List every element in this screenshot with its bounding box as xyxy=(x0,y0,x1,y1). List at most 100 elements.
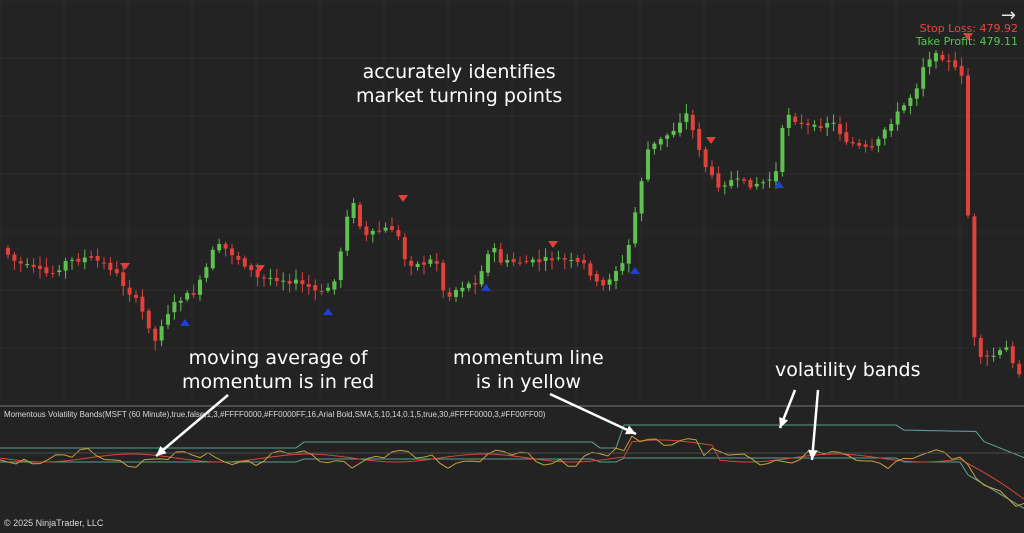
candle-up xyxy=(665,135,670,139)
candle-down xyxy=(358,204,362,227)
candle-up xyxy=(722,185,727,187)
candle-up xyxy=(338,251,343,281)
candle-down xyxy=(978,337,983,357)
candle-up xyxy=(633,212,638,244)
candle-up xyxy=(761,182,766,184)
annotation-turning-points: accurately identifies market turning poi… xyxy=(356,60,562,108)
candle-up xyxy=(351,202,356,219)
candle-down xyxy=(588,263,593,276)
candle-up xyxy=(825,123,830,128)
candle-down xyxy=(441,262,446,291)
candle-up xyxy=(652,143,657,150)
indicator-panel xyxy=(0,424,1024,509)
candle-up xyxy=(876,139,881,146)
candle-up xyxy=(786,114,791,128)
upper-band-line xyxy=(0,424,1024,459)
candle-down xyxy=(844,132,849,143)
candle-up xyxy=(159,326,164,341)
candle-down xyxy=(863,144,868,147)
candle-up xyxy=(1004,347,1009,350)
candle-down xyxy=(575,258,580,262)
turning-points-line-1: accurately identifies xyxy=(362,61,556,83)
candle-down xyxy=(313,285,318,291)
candle-down xyxy=(306,284,311,287)
candle-down xyxy=(550,258,554,261)
candle-up xyxy=(556,257,561,259)
candle-up xyxy=(780,127,785,173)
candle-down xyxy=(748,179,753,188)
candle-up xyxy=(684,113,689,122)
candle-up xyxy=(620,263,625,271)
candle-up xyxy=(428,259,433,264)
candle-up xyxy=(882,129,887,139)
candle-down xyxy=(364,226,369,236)
buy-signal-icon xyxy=(180,319,190,326)
annotation-momentum-line: momentum line is in yellow xyxy=(453,346,604,394)
candle-up xyxy=(998,350,1002,355)
candle-up xyxy=(678,122,682,133)
candle-up xyxy=(172,302,177,313)
candle-down xyxy=(793,116,798,122)
candle-up xyxy=(492,247,497,253)
candle-down xyxy=(140,296,145,312)
candle-down xyxy=(319,291,324,293)
candle-up xyxy=(530,259,535,263)
candle-up xyxy=(178,300,183,303)
candle-down xyxy=(985,355,990,357)
candle-up xyxy=(198,279,202,295)
buy-signal-icon xyxy=(630,267,640,274)
candle-down xyxy=(242,258,247,267)
arrow-momentum-line-head xyxy=(625,425,636,435)
candle-down xyxy=(537,259,542,263)
candle-up xyxy=(671,130,676,136)
candle-up xyxy=(415,263,420,268)
sell-signal-icon xyxy=(255,265,265,272)
candle-down xyxy=(236,255,241,260)
candle-down xyxy=(262,277,266,279)
candle-down xyxy=(409,260,414,266)
candle-up xyxy=(204,267,209,278)
sell-signal-icon xyxy=(398,195,408,202)
sell-signal-icon xyxy=(963,33,973,40)
buy-signal-icon xyxy=(481,284,491,291)
candle-down xyxy=(396,229,401,237)
indicator-label: Momentous Volatility Bands(MSFT (60 Minu… xyxy=(4,410,546,419)
candle-down xyxy=(697,128,702,150)
candle-down xyxy=(870,146,874,148)
volatility-bands-text: volatility bands xyxy=(775,359,921,381)
candle-down xyxy=(966,75,970,216)
candle-up xyxy=(25,264,30,266)
candle-up xyxy=(614,271,618,282)
candle-down xyxy=(742,179,746,181)
candle-up xyxy=(767,179,772,181)
candle-down xyxy=(857,142,862,146)
candle-up xyxy=(217,244,222,251)
candle-up xyxy=(460,287,465,292)
candle-down xyxy=(44,267,49,274)
candle-down xyxy=(562,258,567,260)
annotation-volatility-bands: volatility bands xyxy=(775,358,921,382)
candle-up xyxy=(345,216,350,251)
moving-average-line xyxy=(0,439,1024,500)
candle-up xyxy=(607,279,612,285)
candle-up xyxy=(934,52,938,62)
candle-down xyxy=(146,310,151,329)
candle-up xyxy=(921,67,926,89)
candle-down xyxy=(50,272,55,274)
candle-down xyxy=(818,126,823,129)
candle-down xyxy=(255,269,260,278)
arrow-moving-average xyxy=(155,394,229,457)
arrow-right-icon[interactable]: → xyxy=(1000,5,1016,26)
candle-down xyxy=(18,261,23,264)
arrow-band-lower-head xyxy=(808,449,818,460)
candle-up xyxy=(543,257,548,261)
candle-up xyxy=(210,249,215,269)
candle-down xyxy=(31,264,36,268)
candles xyxy=(6,50,1022,378)
candle-up xyxy=(658,139,663,145)
candle-up xyxy=(902,105,906,111)
candle-down xyxy=(134,294,138,298)
candle-down xyxy=(6,247,10,255)
arrow-momentum-line xyxy=(549,392,637,436)
